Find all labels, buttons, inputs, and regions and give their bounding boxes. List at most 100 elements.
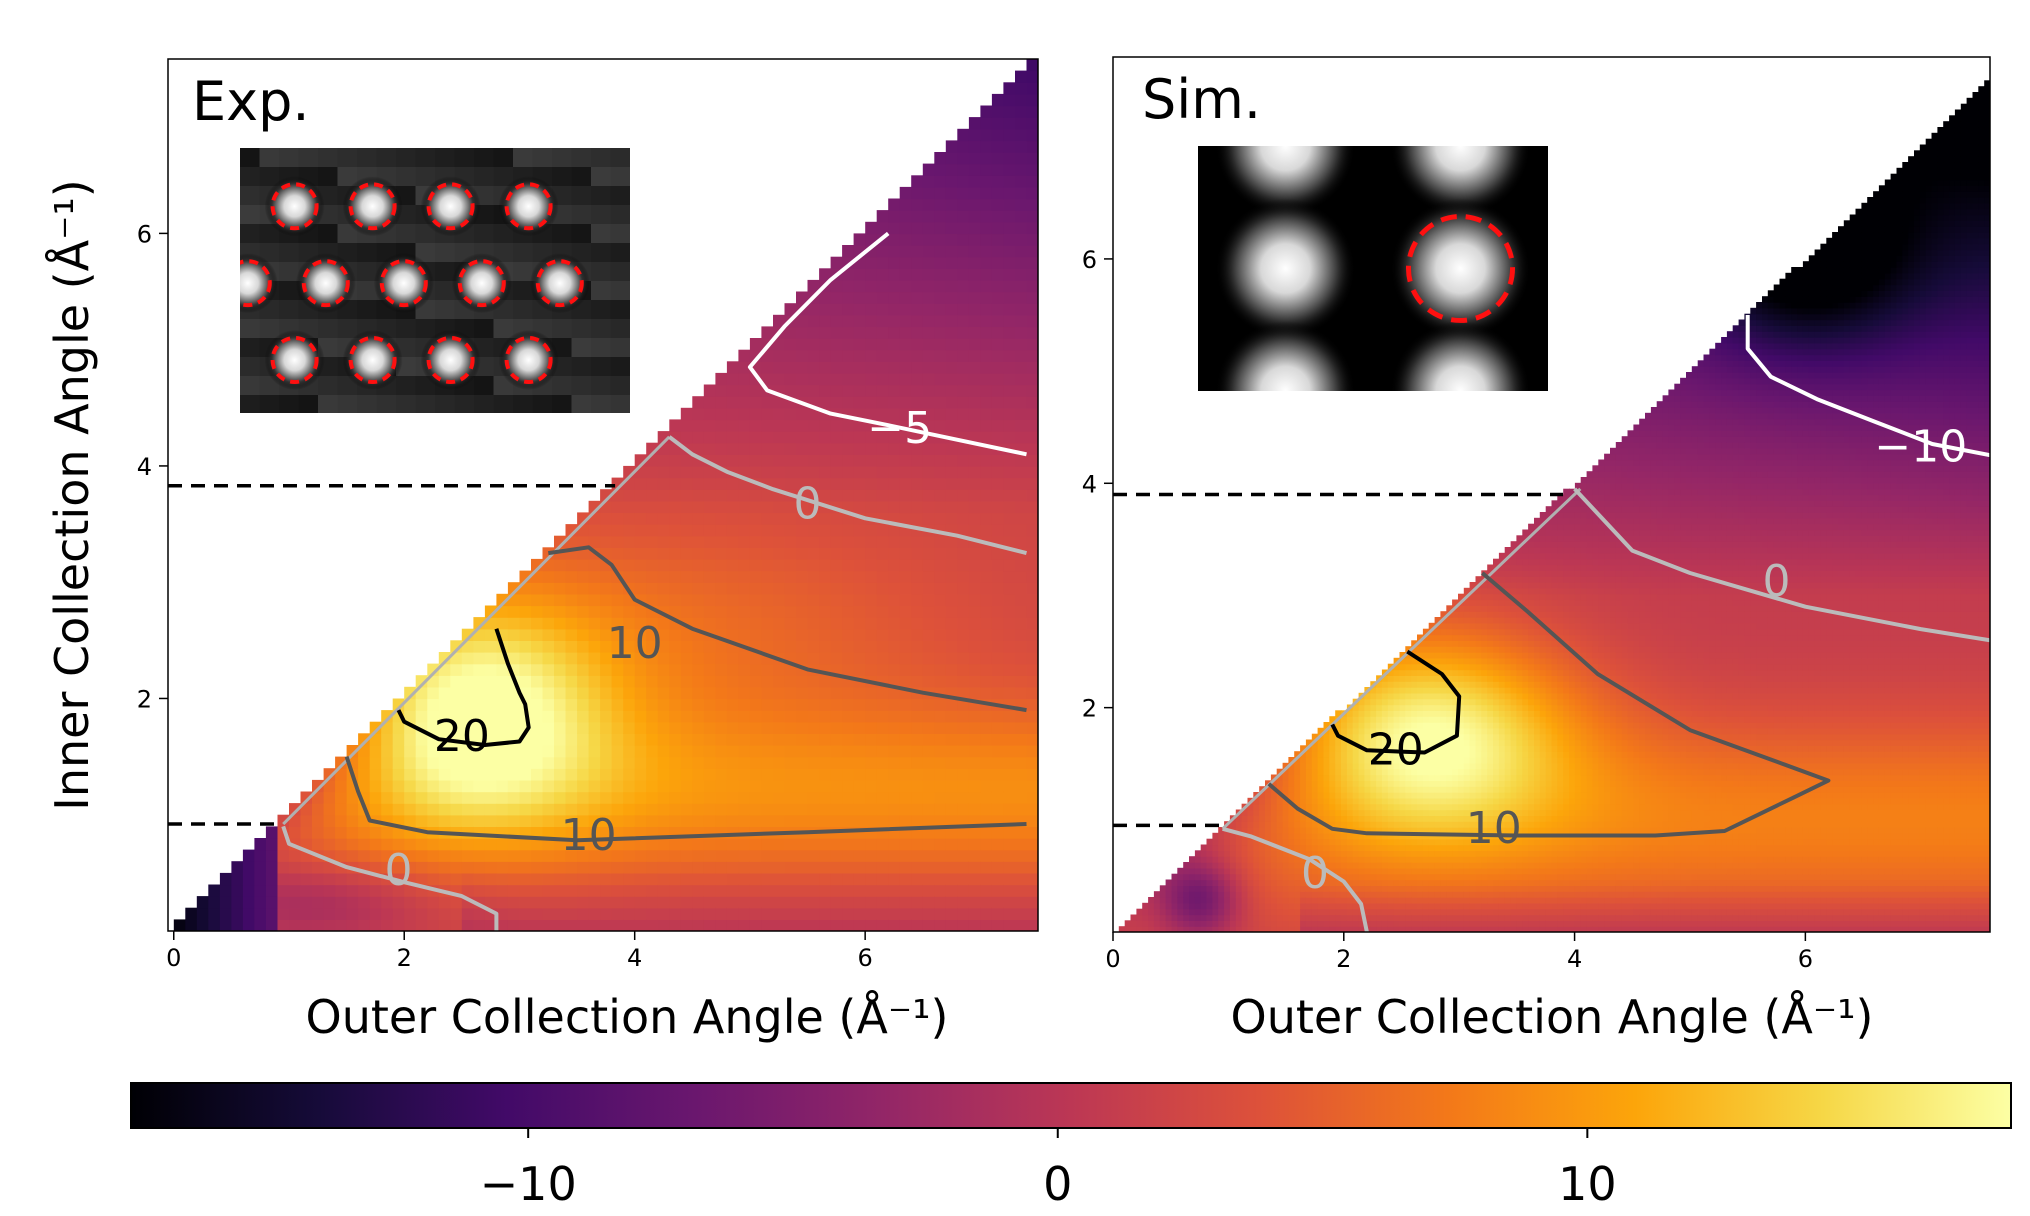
heatmap-cell <box>853 303 866 316</box>
heatmap-cell <box>1142 902 1149 910</box>
inset-pixel <box>513 262 533 281</box>
heatmap-cell <box>968 210 982 223</box>
heatmap-cell <box>657 663 670 676</box>
heatmap-cell <box>1458 867 1465 875</box>
heatmap-cell <box>554 826 567 839</box>
heatmap-cell <box>830 896 843 909</box>
heatmap-cell <box>692 698 705 711</box>
heatmap-cell <box>669 919 682 931</box>
heatmap-cell <box>1253 856 1260 863</box>
heatmap-cell <box>968 314 982 328</box>
heatmap-cell <box>623 489 636 502</box>
heatmap-cell <box>876 431 889 444</box>
heatmap-cell <box>507 721 521 734</box>
heatmap-cell <box>991 268 1005 281</box>
heatmap-cell <box>461 721 474 734</box>
inset-pixel <box>415 319 435 338</box>
heatmap-cell <box>876 303 889 316</box>
heatmap-cell <box>1405 657 1412 665</box>
heatmap-cell <box>1341 832 1348 840</box>
heatmap-cell <box>1300 867 1307 875</box>
heatmap-cell <box>715 640 728 653</box>
heatmap-cell <box>1311 867 1319 875</box>
heatmap-cell <box>588 640 601 653</box>
heatmap-cell <box>1358 716 1366 723</box>
heatmap-cell <box>692 570 705 583</box>
heatmap-cell <box>830 617 843 630</box>
heatmap-cell <box>1393 675 1401 682</box>
heatmap-cell <box>726 919 740 931</box>
heatmap-cell <box>784 779 797 793</box>
heatmap-cell <box>1422 792 1430 799</box>
heatmap-cell <box>1253 902 1260 910</box>
heatmap-cell <box>1463 698 1471 706</box>
heatmap-cell <box>1452 634 1459 641</box>
heatmap-cell <box>1434 675 1442 682</box>
heatmap-cell <box>911 628 924 641</box>
heatmap-cell <box>392 838 405 851</box>
heatmap-cell <box>1417 716 1424 723</box>
heatmap-cell <box>945 803 958 816</box>
heatmap-cell <box>1405 780 1412 787</box>
heatmap-cell <box>669 791 682 804</box>
heatmap-cell <box>1405 751 1412 758</box>
heatmap-cell <box>1458 821 1465 828</box>
heatmap-cell <box>1323 844 1330 851</box>
heatmap-cell <box>634 872 647 886</box>
heatmap-cell <box>1282 792 1290 799</box>
heatmap-cell <box>496 710 509 723</box>
heatmap-cell <box>1288 809 1295 816</box>
heatmap-cell <box>1452 739 1459 746</box>
heatmap-cell <box>1399 710 1406 717</box>
heatmap-cell <box>1411 757 1418 764</box>
heatmap-cell <box>796 745 809 758</box>
heatmap-cell <box>404 768 417 781</box>
heatmap-cell <box>830 791 843 804</box>
heatmap-cell <box>1015 349 1028 362</box>
heatmap-cell <box>1452 879 1459 886</box>
heatmap-cell <box>623 652 636 665</box>
heatmap-cell <box>254 849 267 862</box>
heatmap-cell <box>507 907 521 920</box>
heatmap-cell <box>692 686 705 700</box>
heatmap-cell <box>554 779 567 793</box>
heatmap-cell <box>934 640 947 653</box>
heatmap-cell <box>991 745 1005 758</box>
heatmap-cell <box>1003 849 1016 862</box>
heatmap-cell <box>876 407 889 421</box>
heatmap-cell <box>1381 675 1389 682</box>
heatmap-cell <box>657 745 670 758</box>
heatmap-cell <box>438 652 451 665</box>
heatmap-cell <box>1241 838 1249 846</box>
heatmap-cell <box>784 407 797 421</box>
heatmap-cell <box>427 686 440 700</box>
heatmap-cell <box>680 838 693 851</box>
heatmap-cell <box>945 326 958 339</box>
heatmap-cell <box>1311 762 1319 770</box>
heatmap-cell <box>1015 710 1028 723</box>
heatmap-cell <box>899 268 912 281</box>
heatmap-cell <box>1282 902 1290 910</box>
heatmap-cell <box>1376 692 1383 700</box>
heatmap-cell <box>807 547 820 560</box>
heatmap-cell <box>1329 867 1336 875</box>
heatmap-cell <box>922 849 935 862</box>
heatmap-cell <box>1358 897 1366 904</box>
heatmap-cell <box>888 768 901 781</box>
heatmap-cell <box>692 477 705 490</box>
heatmap-cell <box>484 861 498 874</box>
heatmap-cell <box>876 291 889 304</box>
heatmap-cell <box>1393 897 1401 904</box>
heatmap-cell <box>542 872 555 886</box>
heatmap-cell <box>991 175 1005 188</box>
inset-pixel <box>415 243 435 262</box>
heatmap-cell <box>473 745 486 758</box>
heatmap-cell <box>945 407 958 421</box>
heatmap-cell <box>438 907 451 920</box>
heatmap-cell <box>1194 897 1202 904</box>
heatmap-cell <box>888 500 901 514</box>
heatmap-cell <box>703 733 716 746</box>
heatmap-cell <box>842 686 855 700</box>
heatmap-cell <box>1434 704 1442 711</box>
heatmap-cell <box>899 489 912 502</box>
